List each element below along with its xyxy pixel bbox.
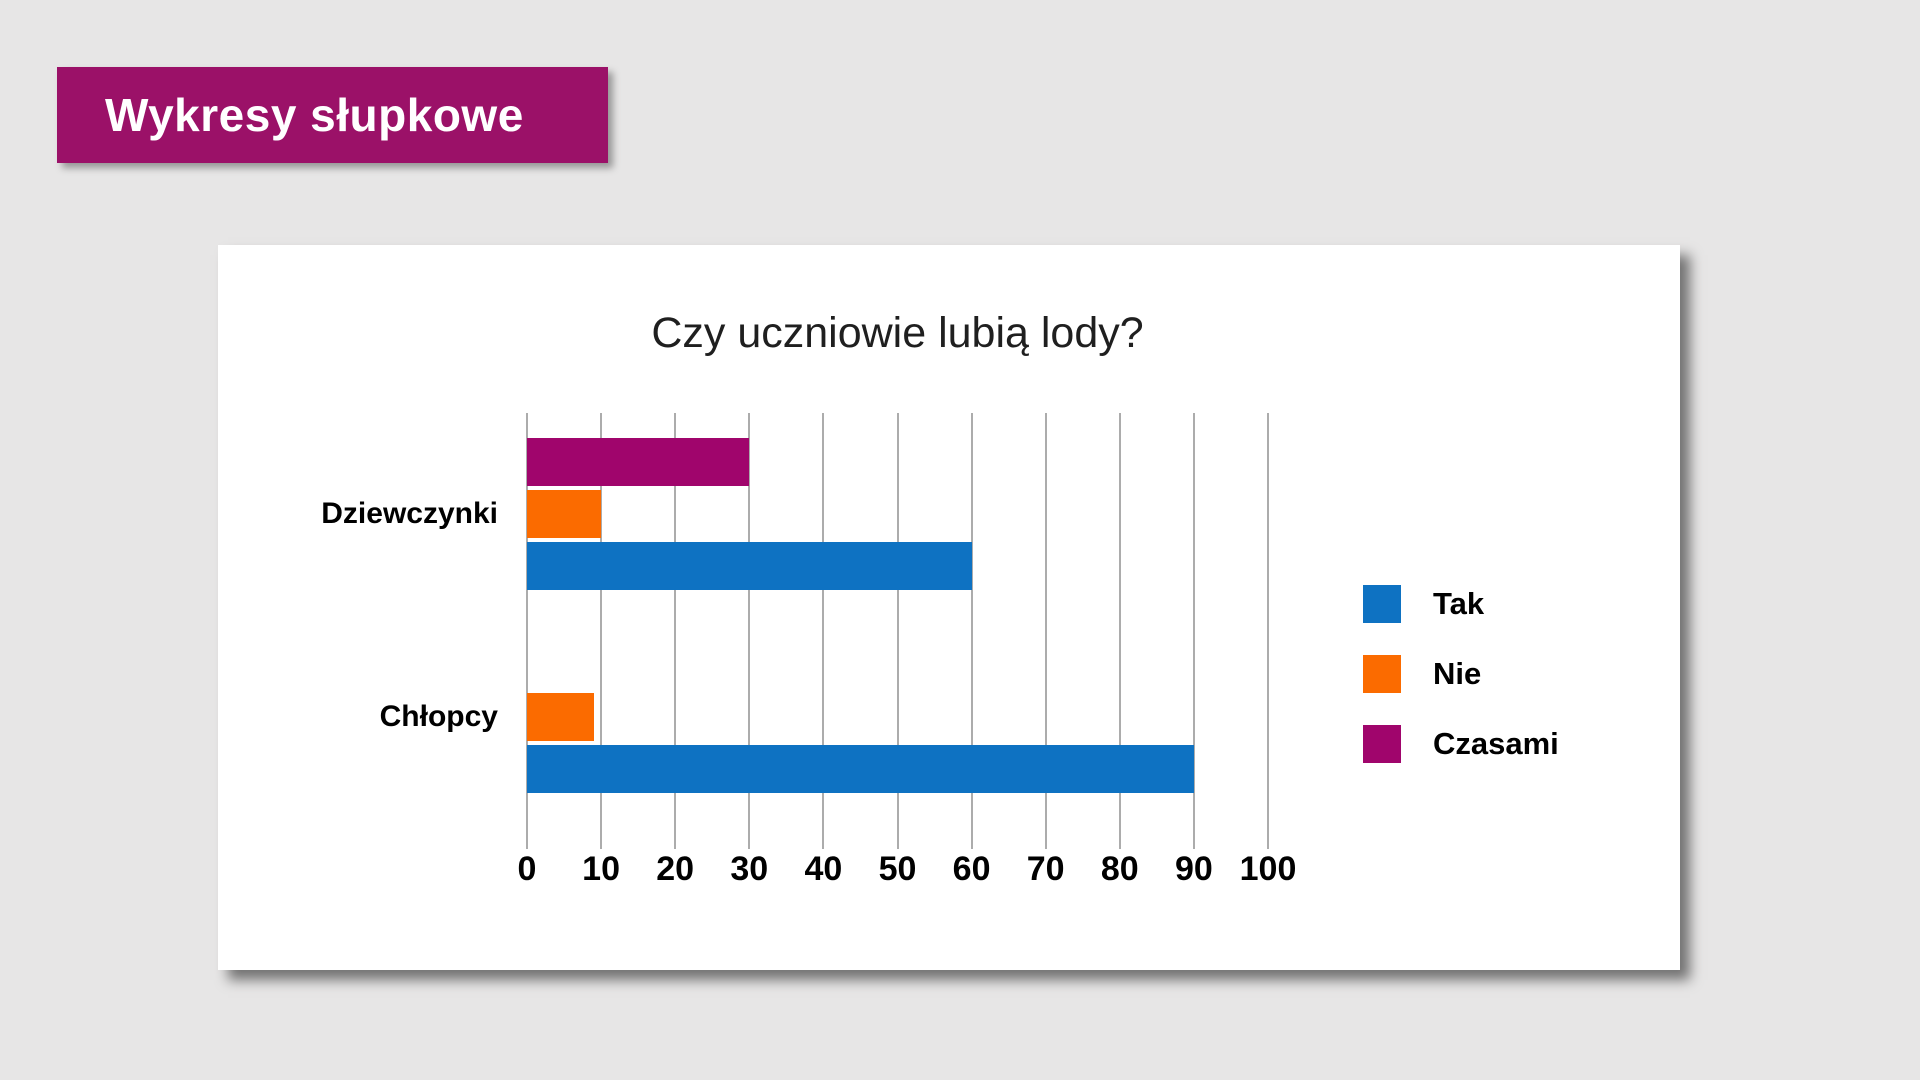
- legend-item-nie: Nie: [1363, 655, 1559, 693]
- slide-title-banner: Wykresy słupkowe: [57, 67, 608, 163]
- bar-slot-ch-opcy-nie: [527, 692, 1268, 741]
- category-label-dziewczynki: Dziewczynki: [321, 497, 498, 531]
- chart-title: Czy uczniowie lubią lody?: [651, 309, 1144, 357]
- gridline-60: [970, 413, 973, 849]
- bar-slot-ch-opcy-tak: [527, 744, 1268, 793]
- x-tick-label-100: 100: [1239, 850, 1297, 888]
- bar-group-ch-opcy: [527, 616, 1268, 819]
- legend-label-tak: Tak: [1433, 586, 1485, 621]
- gridline-0: [526, 413, 528, 849]
- x-tick-label-70: 70: [1026, 850, 1065, 888]
- legend: Tak Nie Czasami: [1363, 585, 1559, 795]
- gridline-10: [600, 413, 603, 849]
- x-axis: 0 10 20 30 40 50 60 70 80 90 100: [518, 818, 1297, 888]
- legend-label-czasami: Czasami: [1433, 726, 1559, 761]
- bar-ch-opcy-tak: [527, 744, 1194, 793]
- plot-area: [526, 413, 1269, 849]
- bar-slot-dziewczynki-nie: [527, 490, 1268, 539]
- bar-slot-dziewczynki-tak: [527, 542, 1268, 591]
- legend-swatch-tak: [1363, 585, 1401, 623]
- bar-dziewczynki-nie: [527, 490, 602, 539]
- gridline-40: [822, 413, 825, 849]
- bar-group-dziewczynki: [527, 413, 1268, 616]
- bar-ch-opcy-nie: [527, 692, 594, 741]
- x-tick-label-40: 40: [804, 850, 843, 888]
- x-tick-label-60: 60: [952, 850, 991, 888]
- legend-item-tak: Tak: [1363, 585, 1559, 623]
- x-tick-label-80: 80: [1100, 850, 1139, 888]
- x-tick-label-10: 10: [582, 850, 621, 888]
- bar-dziewczynki-czasami: [527, 438, 750, 487]
- gridline-30: [748, 413, 751, 849]
- gridline-70: [1044, 413, 1047, 849]
- x-tick-label-20: 20: [656, 850, 695, 888]
- legend-label-nie: Nie: [1433, 656, 1482, 691]
- legend-swatch-czasami: [1363, 725, 1401, 763]
- bar-groups: [527, 413, 1268, 818]
- bar-slot-dziewczynki-czasami: [527, 438, 1268, 487]
- x-tick-label-90: 90: [1174, 850, 1213, 888]
- x-tick-label-30: 30: [730, 850, 769, 888]
- legend-swatch-nie: [1363, 655, 1401, 693]
- category-axis: Dziewczynki Chłopcy: [218, 413, 508, 818]
- chart-card: Czy uczniowie lubią lody? Dziewczynki Chł…: [218, 245, 1680, 970]
- legend-item-czasami: Czasami: [1363, 725, 1559, 763]
- gridline-100: [1267, 413, 1269, 849]
- bar-slot-ch-opcy-czasami: [527, 641, 1268, 689]
- x-tick-label-0: 0: [517, 850, 537, 888]
- slide-title: Wykresy słupkowe: [105, 89, 524, 141]
- gridline-90: [1192, 413, 1195, 849]
- bar-dziewczynki-tak: [527, 542, 972, 591]
- category-label-ch-opcy: Chłopcy: [379, 699, 498, 733]
- gridline-50: [896, 413, 899, 849]
- x-tick-label-50: 50: [878, 850, 917, 888]
- gridline-80: [1118, 413, 1121, 849]
- gridline-20: [674, 413, 677, 849]
